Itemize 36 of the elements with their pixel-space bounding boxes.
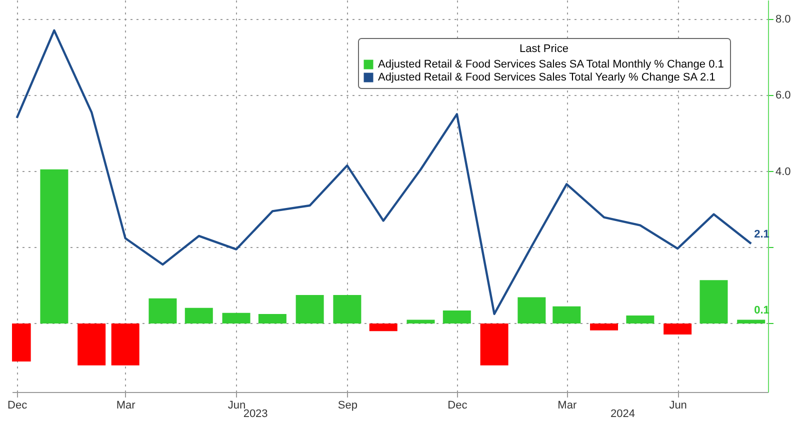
bar bbox=[737, 320, 766, 324]
bar bbox=[296, 294, 324, 324]
bar bbox=[148, 298, 177, 324]
bar bbox=[442, 310, 471, 324]
bar bbox=[552, 306, 581, 324]
x-tick-label: Mar bbox=[116, 400, 136, 412]
x-tick-label: Jun bbox=[669, 400, 687, 412]
y-tick-label: 8.0 bbox=[776, 14, 791, 26]
bar bbox=[222, 312, 250, 324]
text: 2023 bbox=[243, 408, 268, 420]
y-tick-label: 4.0 bbox=[776, 166, 791, 178]
legend-label: Adjusted Retail & Food Services Sales Total Yearly % Change SA 2.1 bbox=[378, 72, 716, 84]
bar bbox=[369, 323, 398, 332]
bar bbox=[111, 323, 140, 366]
bar bbox=[590, 323, 618, 330]
legend-label: Adjusted Retail & Food Services Sales SA Total Monthly % Change 0.1 bbox=[378, 58, 724, 70]
bar bbox=[480, 323, 508, 366]
y-tick-label: 6.0 bbox=[776, 90, 791, 102]
bar bbox=[184, 308, 213, 324]
legend-title: Last Price bbox=[520, 43, 568, 55]
bar bbox=[626, 316, 654, 324]
x-tick-label: Mar bbox=[558, 400, 577, 412]
bar bbox=[406, 320, 435, 324]
bar bbox=[258, 314, 286, 324]
text: 2024 bbox=[610, 408, 635, 420]
bar bbox=[78, 323, 106, 366]
bar bbox=[333, 294, 362, 324]
bar bbox=[664, 323, 692, 335]
line-series bbox=[16, 29, 752, 316]
bar bbox=[700, 280, 728, 324]
x-tick-label: Dec bbox=[8, 400, 28, 412]
bar bbox=[40, 169, 68, 324]
x-tick-label: Sep bbox=[338, 400, 358, 412]
x-tick-label: Jun bbox=[228, 400, 246, 412]
bar bbox=[518, 297, 546, 324]
x-tick-label: Dec bbox=[448, 400, 468, 412]
